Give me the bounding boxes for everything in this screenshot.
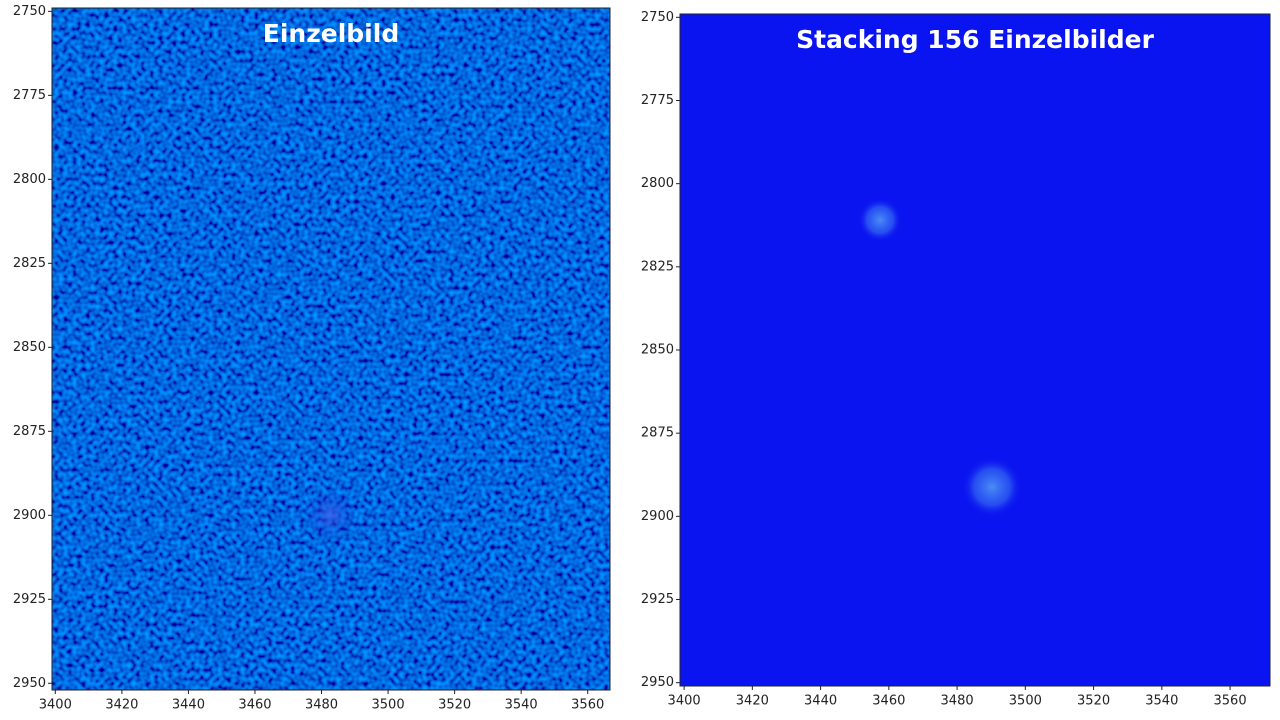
image-background	[680, 14, 1270, 686]
x-tick-label: 3560	[1214, 694, 1247, 709]
y-tick-label: 2750	[13, 4, 46, 19]
y-tick-label: 2875	[13, 424, 46, 439]
y-tick-label: 2925	[641, 592, 674, 607]
y-tick-label: 2775	[13, 88, 46, 103]
source-blob	[962, 457, 1022, 517]
y-tick-label: 2775	[641, 93, 674, 108]
y-tick-label: 2825	[641, 259, 674, 274]
panel-title: Stacking 156 Einzelbilder	[796, 25, 1155, 54]
y-tick-label: 2950	[641, 675, 674, 690]
x-tick-label: 3400	[668, 694, 701, 709]
x-tick-label: 3500	[1009, 694, 1042, 709]
x-tick-label: 3440	[172, 698, 205, 713]
plot-frame	[51, 7, 611, 691]
y-tick-label: 2800	[641, 176, 674, 191]
x-tick-label: 3560	[571, 698, 604, 713]
y-tick-label: 2750	[641, 10, 674, 25]
x-tick-label: 3520	[1077, 694, 1110, 709]
y-tick-label: 2800	[13, 172, 46, 187]
panel: Stacking 156 Einzelbilder 3400 3420 3440 346…	[641, 10, 1271, 709]
x-tick-label: 3500	[372, 698, 405, 713]
y-tick-label: 2875	[641, 426, 674, 441]
y-tick-label: 2900	[641, 509, 674, 524]
y-tick-label: 2925	[13, 592, 46, 607]
x-tick-label: 3480	[305, 698, 338, 713]
source-blob	[304, 489, 356, 541]
x-tick-label: 3440	[804, 694, 837, 709]
x-tick-label: 3540	[505, 698, 538, 713]
y-tick-label: 2850	[13, 340, 46, 355]
x-tick-label: 3400	[39, 698, 72, 713]
image-noise	[52, 8, 610, 690]
source-blob	[858, 198, 902, 242]
panels: Einzelbild 3400 3420 3440 3460 3480 3500 3520 35…	[13, 4, 1271, 713]
x-tick-label: 3420	[105, 698, 138, 713]
panel: Einzelbild 3400 3420 3440 3460 3480 3500 3520 35…	[13, 4, 611, 713]
x-tick-label: 3520	[438, 698, 471, 713]
y-tick-label: 2950	[13, 676, 46, 691]
x-tick-label: 3460	[238, 698, 271, 713]
y-tick-label: 2850	[641, 343, 674, 358]
y-tick-label: 2825	[13, 256, 46, 271]
x-tick-label: 3460	[872, 694, 905, 709]
y-tick-label: 2900	[13, 508, 46, 523]
panel-title: Einzelbild	[263, 19, 399, 48]
x-tick-label: 3480	[941, 694, 974, 709]
x-tick-label: 3540	[1145, 694, 1178, 709]
x-tick-label: 3420	[736, 694, 769, 709]
